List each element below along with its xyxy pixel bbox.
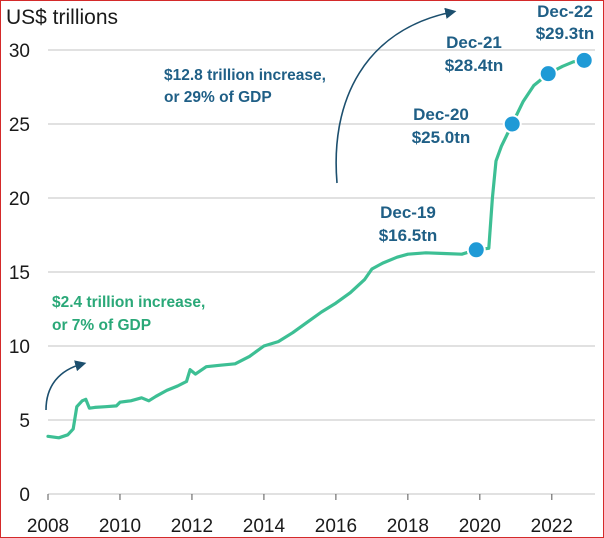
x-tick-2010: 2010: [99, 516, 141, 537]
y-tick-30: 30: [9, 41, 30, 62]
callout-value-1: $25.0tn: [412, 128, 471, 147]
callout-date-3: Dec-22: [537, 2, 593, 21]
marker-point-1: [502, 114, 522, 134]
x-tick-2008: 2008: [27, 516, 69, 537]
increase-annotations: $12.8 trillion increase, or 29% of GDP $2.…: [52, 67, 326, 334]
arrow-small-increase: [45, 360, 87, 411]
y-tick-5: 5: [19, 411, 30, 432]
x-tick-2020: 2020: [459, 516, 501, 537]
annotation-line1-1: $2.4 trillion increase,: [52, 294, 205, 311]
y-tick-10: 10: [9, 337, 30, 358]
callout-markers: [466, 50, 594, 260]
y-tick-15: 15: [9, 263, 30, 284]
callout-value-2: $28.4tn: [445, 56, 504, 75]
callout-value-3: $29.3tn: [536, 24, 595, 43]
marker-point-3: [574, 50, 594, 70]
callout-date-0: Dec-19: [380, 203, 436, 222]
annotation-line2-0: or 29% of GDP: [164, 89, 272, 106]
y-tick-20: 20: [9, 189, 30, 210]
annotation-arrows: [45, 7, 457, 411]
marker-point-2: [538, 64, 558, 84]
x-tick-2012: 2012: [171, 516, 213, 537]
annotation-line2-1: or 7% of GDP: [52, 317, 151, 334]
callout-labels: Dec-19 $16.5tn Dec-20 $25.0tn Dec-21 $28.4tn D…: [379, 2, 595, 245]
annotation-line1-0: $12.8 trillion increase,: [164, 67, 326, 84]
x-tick-2016: 2016: [315, 516, 357, 537]
y-axis-ticks: 0 5 10 15 20 25 30: [9, 41, 30, 506]
x-tick-2022: 2022: [531, 516, 573, 537]
arrow-large-increase: [335, 7, 457, 184]
callout-date-2: Dec-21: [446, 33, 502, 52]
y-axis-unit-label: US$ trillions: [6, 6, 118, 29]
x-tick-2018: 2018: [387, 516, 429, 537]
debt-series-line: [46, 58, 586, 440]
gridlines: [48, 49, 595, 495]
callout-date-1: Dec-20: [413, 105, 469, 124]
y-tick-0: 0: [19, 485, 30, 506]
marker-point-0: [466, 240, 486, 260]
x-axis-ticks: 2008 2010 2012 2014 2016 2018 2020 2022: [27, 494, 573, 537]
callout-value-0: $16.5tn: [379, 226, 438, 245]
y-tick-25: 25: [9, 115, 30, 136]
x-tick-2014: 2014: [243, 516, 286, 537]
